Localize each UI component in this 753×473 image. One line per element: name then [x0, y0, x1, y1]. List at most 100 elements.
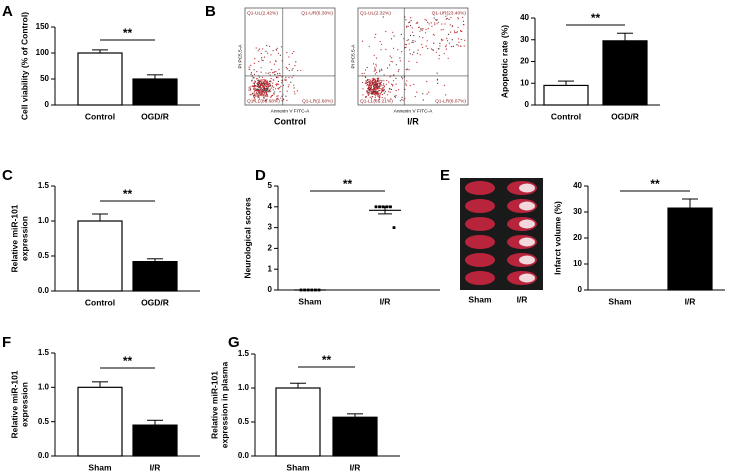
flow-dot [392, 85, 394, 87]
flow-dot [381, 69, 383, 71]
flow-dot [435, 51, 437, 53]
flow-dot [449, 24, 451, 26]
flow-dot [275, 49, 277, 51]
y-tick-label: 3 [268, 223, 273, 232]
flow-dot [422, 28, 424, 30]
x-tick-label: Sham [286, 462, 310, 472]
quadrant-label: Q1-UL(2.32%) [360, 10, 391, 16]
flow-dot [253, 62, 255, 64]
flow-dot [432, 33, 434, 35]
flow-dot [456, 31, 458, 33]
flow-dot [389, 64, 391, 66]
y-tick-label: 5 [268, 181, 273, 190]
flow-dot [377, 78, 379, 80]
flow-dot [300, 69, 302, 71]
flow-dot [365, 76, 367, 79]
x-tick-label: OGD/R [611, 111, 639, 121]
flow-dot [370, 98, 372, 100]
flow-dot [412, 41, 414, 44]
flow-dot [263, 83, 265, 85]
flow-dot [269, 83, 271, 85]
flow-dot [381, 90, 383, 92]
flow-dot [418, 26, 420, 29]
flow-dot [367, 88, 369, 90]
flow-dot [455, 32, 457, 34]
flow-dot [374, 36, 376, 38]
flow-dot [366, 83, 369, 85]
flow-dot [267, 72, 269, 74]
flow-dot [383, 85, 386, 87]
y-tick-label: 50 [40, 74, 49, 83]
flow-dot [409, 34, 412, 37]
flow-dot [257, 84, 259, 86]
flow-dot [427, 28, 429, 30]
flow-dot [383, 74, 385, 76]
flow-dot [254, 81, 256, 83]
panel-label: D [255, 167, 266, 184]
flow-dot [375, 80, 377, 82]
flow-dot [264, 89, 266, 91]
flow-dot [280, 46, 282, 48]
flow-dot [377, 84, 379, 86]
significance-label: ** [123, 26, 133, 40]
flow-dot [273, 71, 275, 73]
flow-dot [433, 42, 435, 44]
flow-dot [395, 64, 397, 66]
flow-dot [361, 40, 364, 42]
y-tick-label: 10 [520, 78, 529, 87]
flow-dot [374, 81, 376, 83]
flow-dot [264, 92, 266, 94]
flow-dot [395, 77, 397, 80]
flow-dot [257, 88, 259, 90]
flow-plot-label: Control [274, 116, 306, 126]
y-axis-label: Relative miR-101 [9, 204, 19, 272]
flow-dot [291, 69, 293, 71]
flow-dot [408, 60, 410, 62]
flow-dot [397, 49, 399, 51]
flow-dot [378, 98, 380, 100]
flow-dot [266, 94, 268, 96]
flow-dot [258, 92, 261, 94]
y-axis-label: Cell viability (% of Control) [19, 12, 29, 120]
flow-dot [383, 80, 385, 82]
flow-dot [438, 54, 440, 57]
flow-dot [442, 28, 444, 31]
flow-dot [284, 78, 286, 80]
flow-dot [401, 96, 403, 98]
flow-dot [457, 38, 460, 40]
flow-dot [379, 92, 381, 94]
flow-dot [441, 40, 443, 42]
flow-dot [401, 98, 403, 101]
flow-dot [444, 23, 446, 25]
y-tick-label: 20 [573, 233, 582, 242]
flow-dot [369, 82, 371, 84]
flow-dot [421, 28, 423, 30]
flow-dot [266, 89, 268, 91]
flow-dot [254, 86, 256, 88]
flow-dot [436, 72, 438, 74]
flow-dot [416, 52, 419, 55]
y-axis-label: expression in plasma [219, 362, 229, 449]
flow-dot [394, 96, 396, 98]
flow-dot [373, 79, 376, 81]
flow-dot [372, 93, 374, 95]
quadrant-label: Q1-UR(6.30%) [301, 10, 333, 16]
flow-dot [457, 26, 459, 28]
flow-dot [386, 79, 388, 82]
flow-dot [262, 94, 264, 96]
flow-dot [272, 79, 274, 81]
flow-dot [276, 47, 278, 49]
flow-dot [276, 83, 279, 85]
flow-dot [261, 57, 263, 59]
panel-label: E [440, 167, 450, 184]
flow-dot [259, 94, 262, 96]
flow-dot [375, 85, 377, 87]
flow-dot [385, 30, 387, 33]
x-tick-label: I/R [150, 462, 161, 472]
flow-dot [366, 90, 368, 92]
flow-dot [366, 91, 368, 93]
flow-dot [448, 18, 450, 20]
flow-dot [278, 83, 280, 85]
flow-dot [275, 98, 278, 100]
flow-dot [266, 44, 268, 47]
